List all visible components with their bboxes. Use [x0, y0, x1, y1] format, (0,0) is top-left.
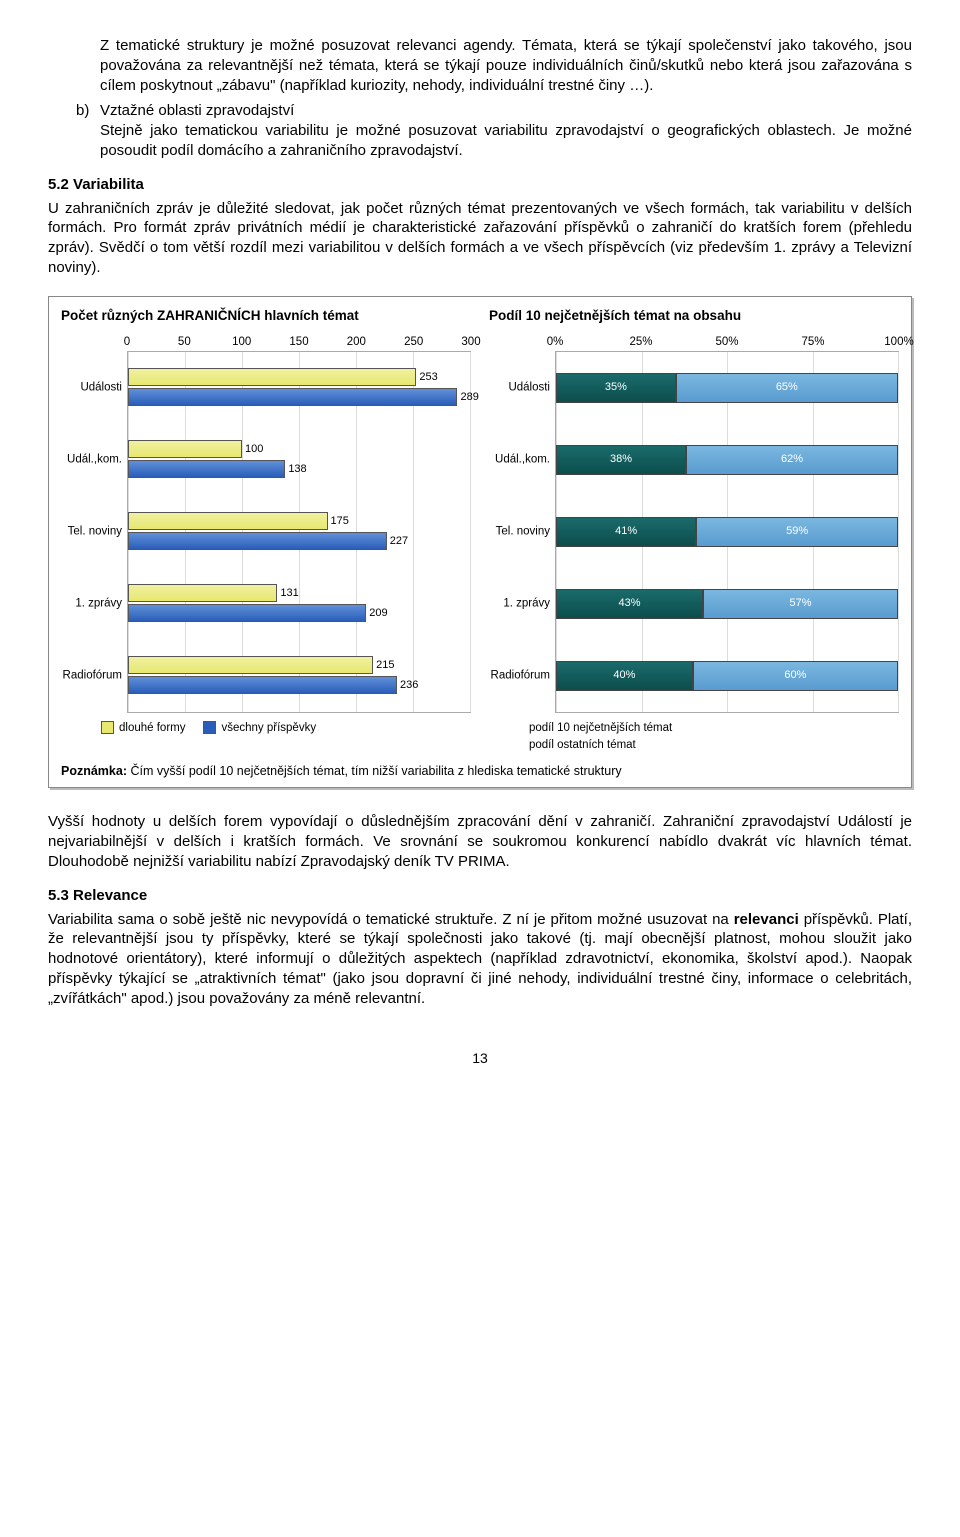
legend-item: dlouhé formy: [101, 721, 185, 736]
bar: [128, 656, 373, 674]
x-tick: 25%: [629, 335, 652, 350]
chart-row: Udál.,kom.38%62%: [556, 442, 898, 478]
bar: [128, 676, 397, 694]
right-chart: Podíl 10 nejčetnějších témat na obsahu 0…: [489, 307, 899, 755]
chart-row: Tel. noviny41%59%: [556, 514, 898, 550]
segment-top10: 38%: [556, 445, 686, 475]
category-label: Události: [488, 380, 550, 395]
bar-value: 100: [245, 442, 263, 457]
x-tick: 250: [404, 335, 423, 350]
note-label: Poznámka:: [61, 764, 127, 778]
x-tick: 0%: [547, 335, 564, 350]
bar: [128, 440, 242, 458]
bar-value: 215: [376, 658, 394, 673]
segment-top10: 41%: [556, 517, 696, 547]
charts-panel: Počet různých ZAHRANIČNÍCH hlavních téma…: [48, 296, 912, 789]
legend-item: podíl 10 nejčetnějších témat: [529, 721, 899, 736]
charts-note: Poznámka: Čím vyšší podíl 10 nejčetnější…: [61, 763, 899, 780]
x-tick: 75%: [801, 335, 824, 350]
bar-value: 175: [331, 514, 349, 529]
legend-swatch: [203, 721, 216, 734]
segment-other: 57%: [703, 589, 898, 619]
chart-row: 1. zprávy43%57%: [556, 586, 898, 622]
chart-row: 1. zprávy131209: [128, 568, 470, 640]
bar-value: 209: [369, 606, 387, 621]
sec53-body: Variabilita sama o sobě ještě nic nevypo…: [48, 910, 912, 1009]
category-label: Události: [60, 380, 122, 395]
bar: [128, 512, 328, 530]
bar-value: 253: [419, 370, 437, 385]
bar-value: 131: [280, 586, 298, 601]
intro-b-title: Vztažné oblasti zpravodajství: [100, 102, 294, 119]
x-tick: 50%: [715, 335, 738, 350]
heading-5-2: 5.2 Variabilita: [48, 175, 912, 195]
chart-row: Tel. noviny175227: [128, 496, 470, 568]
segment-top10: 35%: [556, 373, 676, 403]
x-tick: 200: [347, 335, 366, 350]
x-tick: 50: [178, 335, 191, 350]
right-chart-title: Podíl 10 nejčetnějších témat na obsahu: [489, 307, 899, 325]
left-chart: Počet různých ZAHRANIČNÍCH hlavních téma…: [61, 307, 471, 755]
bar-value: 227: [390, 534, 408, 549]
category-label: Radiofórum: [488, 668, 550, 683]
bar: [128, 532, 387, 550]
intro-p1: Z tematické struktury je možné posuzovat…: [100, 36, 912, 95]
chart-row: Události253289: [128, 352, 470, 424]
segment-other: 62%: [686, 445, 898, 475]
x-tick: 150: [289, 335, 308, 350]
category-label: 1. zprávy: [60, 596, 122, 611]
x-tick: 300: [461, 335, 480, 350]
chart-row: Radiofórum40%60%: [556, 658, 898, 694]
heading-5-3: 5.3 Relevance: [48, 886, 912, 906]
bar: [128, 584, 277, 602]
category-label: Tel. noviny: [488, 524, 550, 539]
bar-value: 236: [400, 678, 418, 693]
legend-swatch: [101, 721, 114, 734]
left-legend: dlouhé formy všechny příspěvky: [101, 721, 471, 736]
left-chart-title: Počet různých ZAHRANIČNÍCH hlavních téma…: [61, 307, 471, 325]
sec52-body: U zahraničních zpráv je důležité sledova…: [48, 199, 912, 278]
chart-row: Udál.,kom.100138: [128, 424, 470, 496]
segment-top10: 43%: [556, 589, 703, 619]
x-tick: 100: [232, 335, 251, 350]
intro-b-body: Stejně jako tematickou variabilitu je mo…: [100, 121, 912, 161]
right-legend: podíl 10 nejčetnějších témat podíl ostatn…: [529, 721, 899, 753]
bar: [128, 460, 285, 478]
segment-other: 60%: [693, 661, 898, 691]
list-marker-b: b): [76, 101, 89, 121]
note-text: Čím vyšší podíl 10 nejčetnějších témat, …: [130, 764, 621, 778]
page-number: 13: [48, 1049, 912, 1067]
category-label: Udál.,kom.: [60, 452, 122, 467]
x-tick: 100%: [884, 335, 913, 350]
category-label: Udál.,kom.: [488, 452, 550, 467]
bar: [128, 388, 457, 406]
bar-value: 289: [460, 390, 478, 405]
bar-value: 138: [288, 462, 306, 477]
segment-other: 59%: [696, 517, 898, 547]
x-tick: 0: [124, 335, 130, 350]
legend-item: podíl ostatních témat: [529, 738, 899, 753]
category-label: Tel. noviny: [60, 524, 122, 539]
bar: [128, 368, 416, 386]
chart-row: Radiofórum215236: [128, 640, 470, 712]
segment-top10: 40%: [556, 661, 693, 691]
after-p1: Vyšší hodnoty u delších forem vypovídají…: [48, 812, 912, 871]
category-label: 1. zprávy: [488, 596, 550, 611]
intro-b: Vztažné oblasti zpravodajství Stejně jak…: [100, 101, 912, 160]
bar: [128, 604, 366, 622]
chart-row: Události35%65%: [556, 370, 898, 406]
segment-other: 65%: [676, 373, 898, 403]
category-label: Radiofórum: [60, 668, 122, 683]
legend-item: všechny příspěvky: [203, 721, 316, 736]
